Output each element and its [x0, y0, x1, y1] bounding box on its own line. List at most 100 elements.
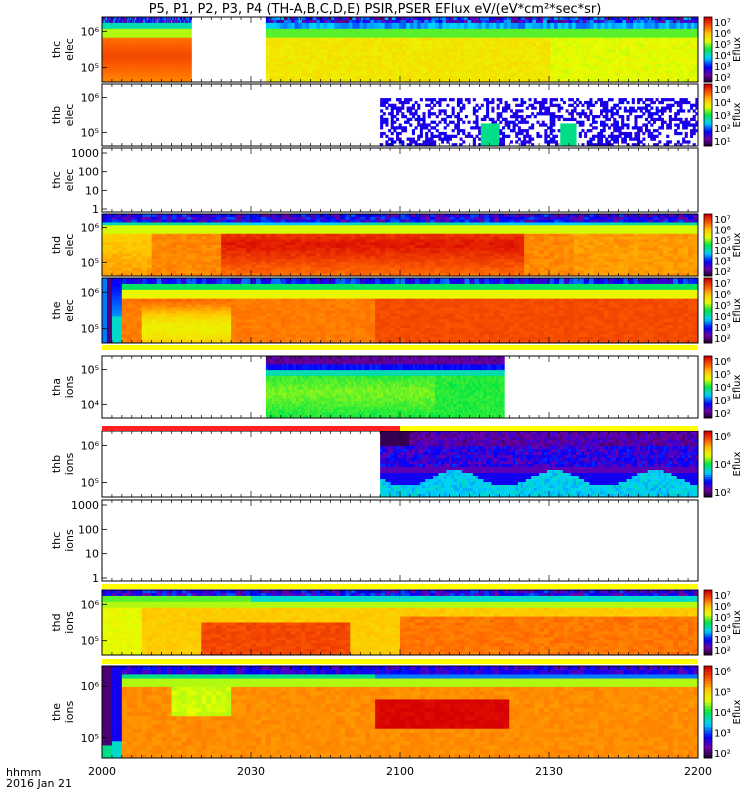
spectrogram-cell — [485, 43, 490, 47]
spectrogram-cell — [117, 76, 119, 80]
spectrogram-cell — [166, 34, 168, 39]
spectrogram-cell — [144, 22, 146, 27]
spectrogram-cell — [467, 58, 472, 62]
spectrogram-cell — [104, 55, 107, 59]
spectrogram-cell — [133, 25, 135, 30]
spectrogram-cell — [499, 22, 504, 27]
spectrogram-cell — [478, 43, 483, 47]
spectrogram-cell — [189, 31, 192, 36]
spectrogram-cell — [122, 70, 124, 74]
spectrogram-cell — [158, 17, 160, 21]
spectrogram-cell — [119, 37, 122, 42]
spectrogram-cell — [316, 34, 321, 39]
spectrogram-cell — [135, 61, 137, 65]
spectrogram-cell — [143, 64, 145, 68]
spectrogram-cell — [125, 67, 127, 71]
spectrogram-cell — [618, 58, 623, 62]
spectrogram-cell — [165, 34, 167, 39]
spectrogram-cell — [337, 34, 342, 39]
spectrogram-cell — [113, 49, 115, 53]
spectrogram-cell — [625, 31, 630, 36]
spectrogram-cell — [151, 40, 153, 44]
spectrogram-cell — [166, 46, 168, 50]
spectrogram-cell — [463, 19, 468, 24]
spectrogram-cell — [104, 43, 107, 47]
spectrogram-cell — [142, 17, 145, 21]
spectrogram-cell — [384, 58, 389, 62]
spectrogram-cell — [184, 61, 186, 65]
spectrogram-cell — [352, 76, 357, 80]
spectrogram-cell — [158, 46, 160, 50]
spectrogram-cell — [166, 79, 168, 83]
spectrogram-cell — [140, 37, 142, 42]
spectrogram-cell — [319, 28, 324, 33]
spectrogram-cell — [514, 19, 519, 24]
spectrogram-cell — [102, 64, 104, 68]
spectrogram-cell — [647, 55, 652, 59]
spectrogram-cell — [179, 55, 181, 59]
spectrogram-cell — [510, 73, 515, 77]
spectrogram-cell — [135, 58, 137, 62]
spectrogram-cell — [359, 64, 364, 68]
spectrogram-cell — [117, 67, 119, 71]
spectrogram-cell — [557, 58, 562, 62]
spectrogram-cell — [103, 46, 105, 50]
spectrogram-cell — [110, 34, 112, 39]
spectrogram-cell — [102, 70, 104, 74]
spectrogram-cell — [384, 31, 389, 36]
spectrogram-cell — [117, 73, 119, 77]
spectrogram-cell — [291, 46, 296, 50]
spectrogram-cell — [145, 22, 148, 27]
spectrogram-cell — [359, 58, 364, 62]
spectrogram-cell — [327, 46, 332, 50]
spectrogram-cell — [557, 17, 562, 21]
spectrogram-cell — [154, 64, 157, 68]
spectrogram-cell — [420, 61, 425, 65]
spectrogram-cell — [575, 55, 580, 59]
spectrogram-cell — [144, 70, 146, 74]
spectrogram-cell — [334, 73, 339, 77]
spectrogram-cell — [149, 73, 151, 77]
spectrogram-cell — [618, 40, 623, 44]
spectrogram-cell — [510, 25, 515, 30]
spectrogram-cell — [125, 67, 127, 71]
spectrogram-cell — [535, 58, 540, 62]
spectrogram-cell — [319, 52, 324, 56]
spectrogram-cell — [129, 37, 131, 42]
spectrogram-cell — [597, 46, 602, 50]
spectrogram-cell — [363, 67, 368, 71]
spectrogram-cell — [323, 61, 328, 65]
spectrogram-cell — [453, 34, 458, 39]
spectrogram-cell — [162, 28, 164, 33]
spectrogram-cell — [183, 76, 185, 80]
spectrogram-cell — [125, 79, 127, 83]
spectrogram-cell — [399, 67, 404, 71]
spectrogram-cell — [474, 73, 479, 77]
spectrogram-cell — [180, 19, 182, 24]
spectrogram-cell — [172, 28, 174, 33]
spectrogram-cell — [489, 64, 494, 68]
spectrogram-cell — [155, 17, 157, 21]
spectrogram-cell — [424, 19, 429, 24]
spectrogram-cell — [355, 58, 360, 62]
spectrogram-cell — [647, 19, 652, 24]
spectrogram-cell — [276, 67, 281, 71]
spectrogram-cell — [183, 79, 186, 83]
spectrogram-cell — [467, 43, 472, 47]
spectrogram-cell — [113, 55, 116, 59]
spectrogram-cell — [636, 19, 641, 24]
spectrogram-cell — [647, 76, 652, 80]
spectrogram-cell — [189, 31, 191, 36]
spectrogram-cell — [327, 43, 332, 47]
spectrogram-cell — [129, 73, 131, 77]
spectrogram-cell — [164, 58, 166, 62]
spectrogram-cell — [116, 55, 118, 59]
spectrogram-cell — [142, 61, 144, 65]
spectrogram-cell — [107, 22, 110, 27]
spectrogram-cell — [456, 37, 461, 42]
spectrogram-cell — [363, 73, 368, 77]
spectrogram-cell — [177, 52, 179, 56]
spectrogram-cell — [287, 19, 292, 24]
spectrogram-cell — [503, 52, 508, 56]
spectrogram-cell — [114, 37, 116, 42]
